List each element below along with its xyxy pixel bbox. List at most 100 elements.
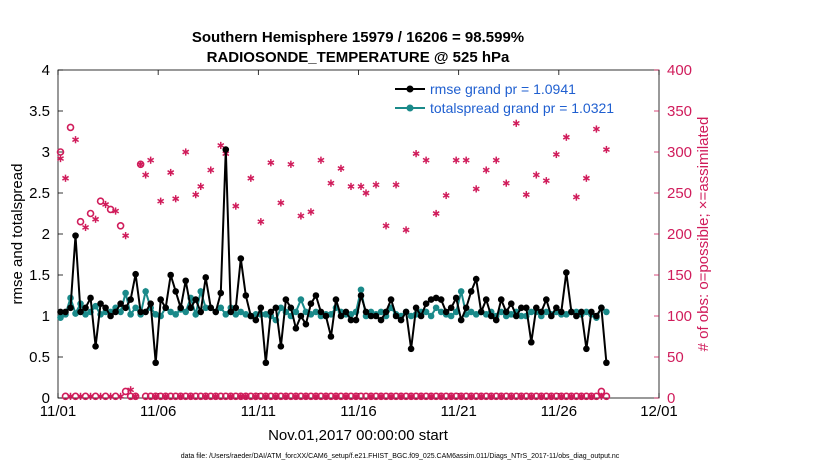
obs-possible-point <box>191 392 200 401</box>
obs-assimilated-point <box>362 189 370 197</box>
obs-assimilated-point <box>402 226 410 234</box>
x-tick-label: 11/11 <box>241 403 276 420</box>
rmse-point <box>222 146 230 153</box>
totalspread-point <box>407 312 415 320</box>
rmse-point <box>532 304 540 312</box>
rmse-point <box>322 312 330 320</box>
obs-possible-point <box>442 392 450 401</box>
obs-assimilated-point <box>492 156 500 164</box>
obs-possible-point <box>357 392 365 401</box>
obs-assimilated-point <box>257 218 265 226</box>
rmse-point <box>217 289 225 297</box>
obs-possible-point <box>382 392 390 401</box>
obs-assimilated-point <box>182 148 190 156</box>
totalspread-point <box>57 314 64 321</box>
obs-assimilated-point <box>347 182 355 191</box>
left-tick-label: 2.5 <box>29 185 50 202</box>
obs-possible-point <box>582 392 591 401</box>
totalspread-point <box>92 302 99 310</box>
obs-assimilated-point <box>432 209 440 218</box>
right-axis-ticks: 0 50 100 150 200 250 300 350 400 <box>654 62 692 407</box>
totalspread-point <box>182 308 190 316</box>
obs-assimilated-point <box>417 392 425 400</box>
obs-possible-point <box>452 392 460 401</box>
totalspread-point <box>447 312 455 320</box>
obs-assimilated-point <box>302 392 310 400</box>
rmse-point <box>482 296 490 303</box>
left-tick-label: 3.5 <box>29 103 50 120</box>
rmse-point <box>442 308 450 316</box>
obs-possible-point <box>402 392 410 401</box>
obs-assimilated-point <box>437 392 445 400</box>
obs-possible-point <box>462 392 470 401</box>
rmse-point <box>367 312 375 320</box>
obs-assimilated-point <box>497 392 505 400</box>
rmse-point <box>237 255 245 262</box>
legend-rmse-label: rmse grand pr = 1.0941 <box>430 81 576 97</box>
totalspread-point <box>517 312 525 320</box>
obs-possible-point <box>166 392 175 401</box>
totalspread-point <box>457 288 465 295</box>
rmse-point <box>187 304 195 312</box>
totalspread-point <box>122 289 129 297</box>
rmse-point <box>588 308 595 316</box>
obs-possible-point <box>492 392 501 401</box>
rmse-point <box>167 271 174 279</box>
rmse-point <box>247 312 255 320</box>
rmse-point <box>527 338 535 346</box>
obs-assimilated-point <box>87 392 95 400</box>
rmse-point <box>452 294 460 302</box>
totalspread-point <box>472 311 480 318</box>
rmse-point <box>362 308 370 316</box>
rmse-point <box>97 300 104 308</box>
obs-possible-point <box>247 392 255 401</box>
obs-assimilated-point <box>247 174 255 182</box>
rmse-series <box>57 146 610 367</box>
obs-assimilated-point <box>447 392 455 400</box>
totalspread-point <box>312 308 320 316</box>
totalspread-point <box>222 311 230 318</box>
rmse-point <box>302 320 310 328</box>
x-tick-label: 11/01 <box>40 403 76 420</box>
rmse-point <box>593 312 600 320</box>
totalspread-point <box>427 312 435 320</box>
obs-assimilated-point <box>292 392 300 400</box>
totalspread-point <box>262 311 270 318</box>
obs-possible-point <box>432 392 440 401</box>
totalspread-point <box>432 304 440 312</box>
rmse-point <box>172 288 179 295</box>
obs-assimilated-point <box>162 392 170 400</box>
rmse-point <box>487 312 495 320</box>
rmse-point <box>603 359 610 367</box>
rmse-point <box>472 275 480 283</box>
rmse-point <box>507 300 515 308</box>
totalspread-point <box>192 311 200 318</box>
obs-possible-point <box>522 392 531 401</box>
totalspread-point <box>72 310 79 317</box>
rmse-point <box>72 232 79 239</box>
obs-possible-point <box>257 392 265 401</box>
obs-assimilated-point <box>367 392 375 400</box>
obs-possible-point <box>572 392 581 401</box>
rmse-point <box>337 312 345 320</box>
rmse-point <box>497 296 505 303</box>
obs-possible-point <box>231 392 240 401</box>
x-tick-label: 11/21 <box>440 403 476 420</box>
right-tick-label: 350 <box>667 103 692 120</box>
obs-assimilated-point <box>192 191 200 199</box>
obs-assimilated-point <box>267 159 275 167</box>
obs-assimilated-point <box>202 392 210 400</box>
obs-possible-point <box>101 392 110 401</box>
rmse-point <box>492 316 500 324</box>
rmse-point <box>92 343 99 350</box>
obs-possible-point <box>317 392 325 401</box>
rmse-point <box>147 300 154 308</box>
chart-title-line1: Southern Hemisphere 15979 / 16206 = 98.5… <box>192 29 524 46</box>
obs-possible-point <box>307 392 315 401</box>
obs-assimilated-point <box>57 154 64 163</box>
totalspread-point <box>297 296 305 303</box>
totalspread-point <box>452 308 460 316</box>
obs-assimilated-point <box>477 392 485 400</box>
obs-assimilated-point <box>197 182 205 191</box>
obs-possible-point <box>482 392 491 401</box>
